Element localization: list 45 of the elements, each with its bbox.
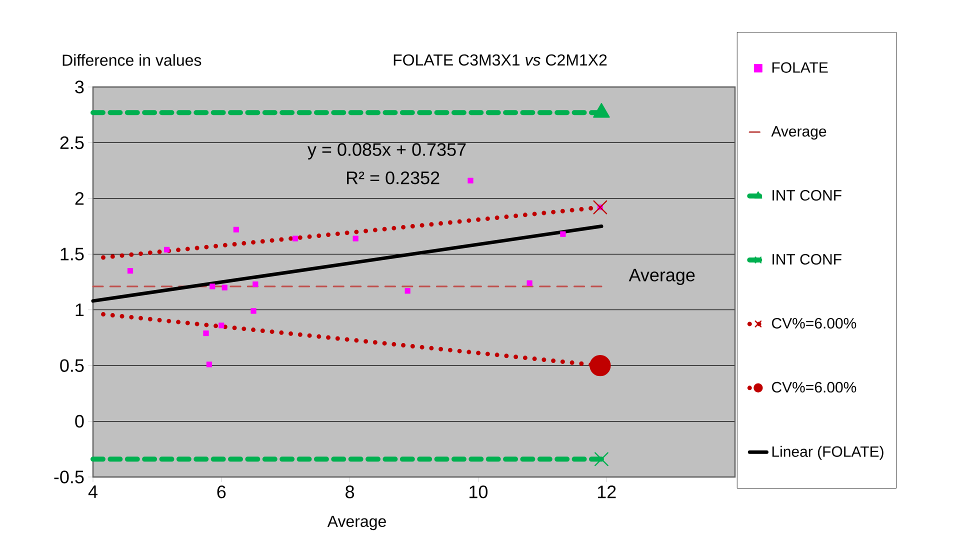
point [590,354,611,376]
point [210,284,216,290]
point [594,452,608,466]
point [222,284,228,290]
point [218,322,224,328]
x-tick-label: 10 [470,486,488,498]
legend-label: Average [771,126,826,140]
y-tick-label: 2.5 [60,136,84,150]
point [292,236,298,242]
point [250,308,256,314]
point [526,280,532,286]
point [252,281,258,288]
x-tick-label: 4 [88,486,98,498]
y-axis-title: Difference in values [62,54,202,66]
point [203,330,209,336]
legend-label: CV%=6.00% [772,382,856,393]
legend-label: INT CONF [772,190,842,201]
annotation: R² = 0.2352 [347,171,440,184]
point [593,200,608,214]
legend-label: CV%=6.00% [772,318,856,329]
point [352,236,358,242]
y-tick-label: 0 [75,414,84,428]
x-tick-label: 8 [346,486,354,498]
x-axis-title: Average [327,516,386,530]
legend-label: Linear (FOLATE) [772,446,884,460]
point [164,246,170,252]
legend-label: FOLATE [772,62,828,73]
point [233,226,239,232]
point [560,231,566,237]
annotation: y = 0.085x + 0.7357 [308,143,466,160]
y-tick-label: 2 [75,192,84,205]
x-tick-label: 6 [217,486,226,498]
point [468,178,474,184]
point [206,362,212,368]
legend-label: INT CONF [772,254,842,265]
x-tick-label: 12 [598,486,616,498]
annotation: Average [628,268,695,285]
point [404,288,410,294]
y-tick-label: 1 [76,304,84,316]
chart-title: FOLATE C3M3X1 vs C2M1X2 [394,54,607,66]
y-tick-label: 0.5 [60,359,84,372]
point [127,268,134,274]
y-tick-label: -0.5 [54,470,84,484]
y-tick-label: 1.5 [60,248,84,260]
y-tick-label: 3 [75,80,84,94]
